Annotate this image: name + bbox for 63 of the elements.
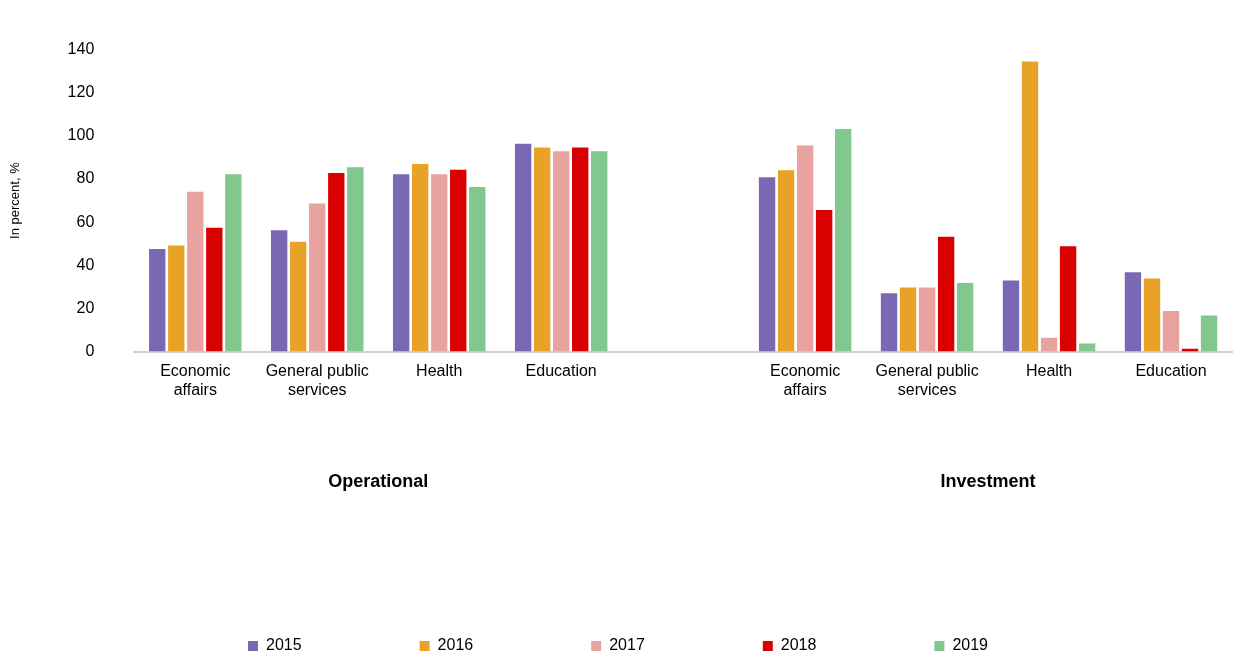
y-tick-label: 100 bbox=[67, 126, 95, 144]
bar bbox=[1143, 278, 1161, 352]
bar bbox=[834, 128, 852, 352]
x-tick-label: Education bbox=[525, 361, 597, 379]
y-tick-label: 120 bbox=[67, 83, 95, 101]
bar bbox=[290, 241, 307, 352]
bar bbox=[225, 174, 242, 352]
x-tick-label: Health bbox=[416, 361, 463, 379]
legend-label: 2016 bbox=[437, 636, 474, 654]
bar bbox=[796, 145, 814, 352]
bar bbox=[1040, 337, 1058, 352]
legend-label: 2015 bbox=[266, 636, 302, 654]
bar bbox=[1124, 272, 1142, 352]
x-tick-label: Health bbox=[1025, 361, 1073, 379]
legend-label: 2017 bbox=[609, 636, 645, 654]
bar bbox=[206, 227, 223, 352]
bar bbox=[347, 167, 364, 352]
bar bbox=[450, 169, 467, 352]
bar bbox=[956, 283, 974, 352]
bar bbox=[937, 236, 955, 352]
bar bbox=[1078, 343, 1096, 352]
x-tick-label: General public services bbox=[875, 361, 979, 398]
bar bbox=[918, 287, 936, 352]
bar bbox=[149, 248, 166, 352]
legend-label: 2019 bbox=[952, 636, 989, 654]
bar bbox=[533, 147, 551, 352]
y-tick-label: 60 bbox=[76, 212, 95, 230]
y-tick-label: 0 bbox=[85, 342, 95, 360]
legend-label: 2018 bbox=[780, 636, 817, 654]
text: Operational bbox=[328, 470, 429, 491]
bar bbox=[572, 147, 589, 352]
bar bbox=[758, 177, 776, 352]
bar bbox=[1059, 246, 1077, 352]
y-tick-label: 40 bbox=[76, 255, 95, 273]
y-tick-label: 80 bbox=[76, 169, 95, 187]
bar bbox=[309, 203, 326, 352]
text: Investment bbox=[940, 470, 1036, 491]
x-tick-label: Education bbox=[1135, 361, 1207, 379]
y-tick-label: 20 bbox=[76, 298, 95, 316]
bar bbox=[1021, 61, 1039, 352]
bar bbox=[1200, 315, 1218, 352]
bar bbox=[553, 151, 570, 352]
bar bbox=[431, 174, 448, 352]
bar bbox=[815, 209, 833, 352]
bar bbox=[412, 163, 429, 352]
x-tick-label: General public services bbox=[265, 361, 369, 398]
bar bbox=[591, 151, 608, 352]
y-tick-label: 140 bbox=[67, 40, 95, 58]
bar bbox=[168, 245, 185, 352]
y-axis-title: In percent, % bbox=[7, 161, 23, 239]
bar bbox=[899, 287, 917, 352]
bar bbox=[1162, 311, 1180, 352]
x-tick-label: Economic affairs bbox=[160, 361, 231, 398]
x-tick-label: Economic affairs bbox=[769, 361, 841, 398]
bar bbox=[271, 230, 288, 352]
bar bbox=[187, 191, 204, 352]
bar bbox=[392, 174, 410, 352]
bar bbox=[328, 172, 345, 352]
bar bbox=[777, 170, 795, 352]
bar bbox=[1002, 280, 1020, 352]
bar bbox=[514, 143, 532, 352]
bar bbox=[469, 187, 486, 352]
bar bbox=[880, 293, 898, 352]
